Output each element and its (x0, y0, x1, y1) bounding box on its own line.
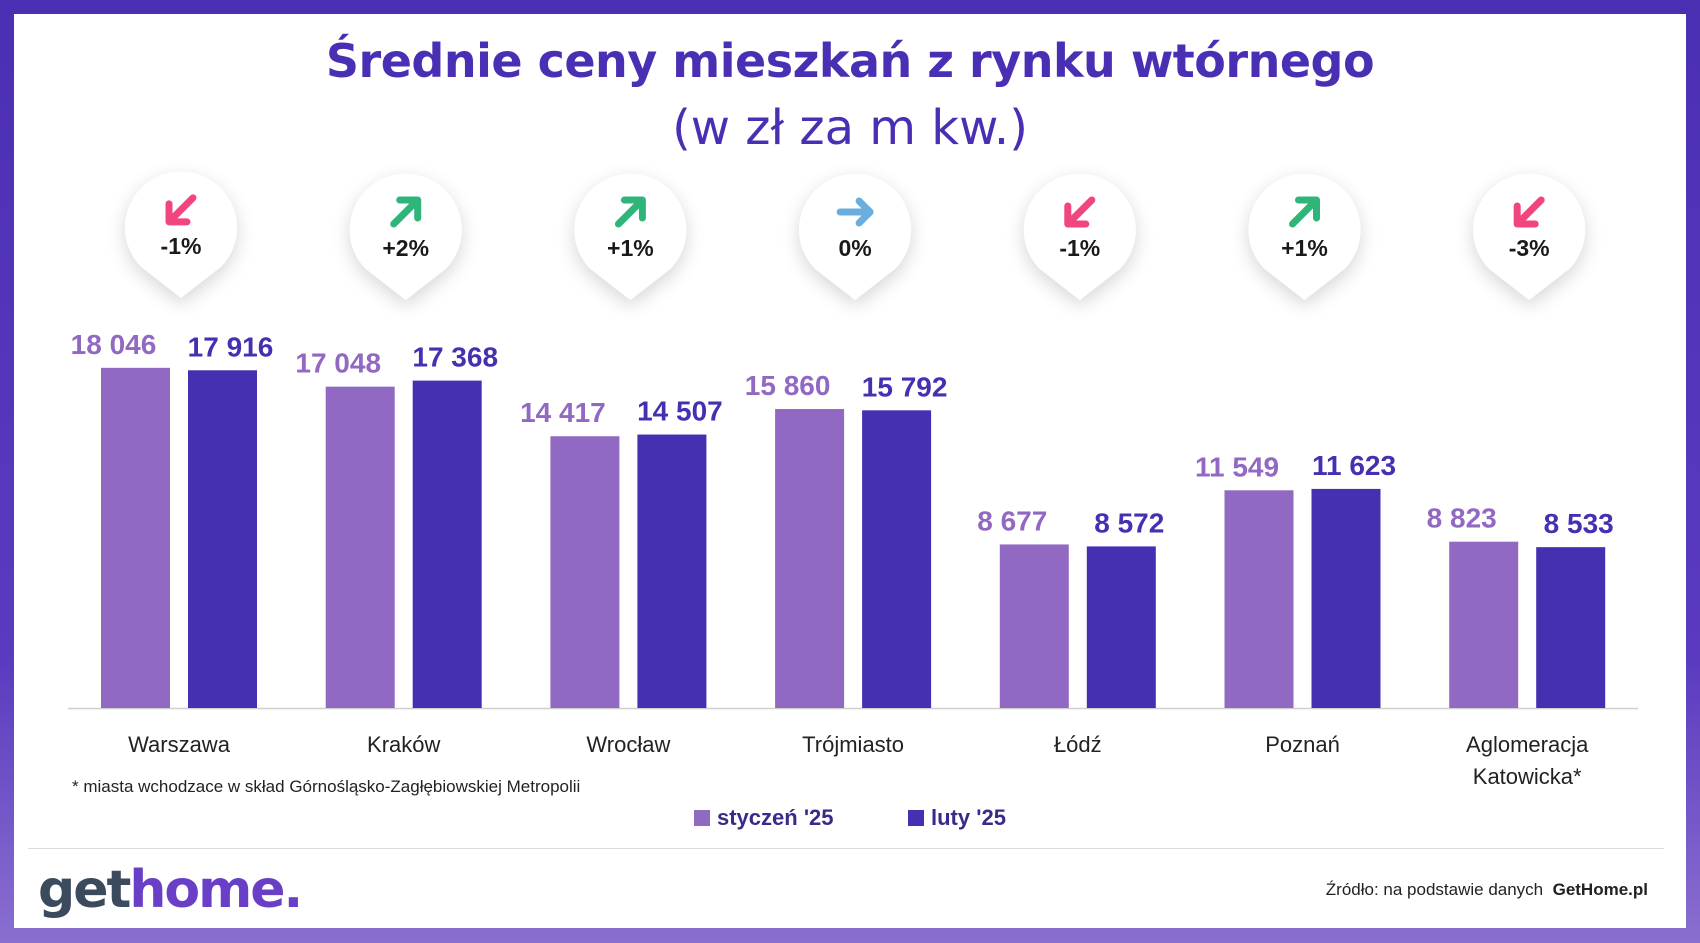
legend-item-luty: luty '25 (908, 805, 1006, 831)
value-label-luty-cat-6: 8 533 (1544, 508, 1614, 539)
bar-styczen-cat-5 (1224, 490, 1294, 708)
value-label-luty-cat-0: 17 916 (188, 331, 274, 362)
change-label-cat-3: 0% (838, 235, 871, 261)
arrow-down-icon-cat-0 (165, 194, 197, 226)
legend-item-styczen: styczeń '25 (694, 805, 834, 831)
footnote: * miasta wchodzace w skład Górnośląsko-Z… (72, 777, 581, 796)
value-label-luty-cat-5: 11 623 (1312, 450, 1396, 481)
bar-luty-cat-0 (188, 370, 257, 708)
value-label-luty-cat-1: 17 368 (412, 342, 498, 373)
legend-swatch-luty (908, 810, 924, 826)
value-label-styczen-cat-0: 18 046 (71, 329, 157, 360)
change-label-cat-4: -1% (1059, 235, 1100, 261)
value-label-styczen-cat-1: 17 048 (295, 348, 381, 379)
arrow-up-icon-cat-2 (614, 196, 646, 228)
value-label-luty-cat-2: 14 507 (637, 396, 723, 427)
bar-luty-cat-3 (862, 410, 932, 708)
bar-luty-cat-2 (637, 434, 707, 708)
value-label-luty-cat-3: 15 792 (862, 371, 948, 402)
footer-divider (28, 848, 1664, 849)
x-tick-label-cat-1: Kraków (367, 732, 440, 757)
value-label-styczen-cat-2: 14 417 (520, 397, 606, 428)
bar-luty-cat-1 (412, 380, 482, 708)
chart-title: Średnie ceny mieszkań z rynku wtórnego (325, 34, 1375, 88)
x-tick-label-cat-6-line0: Aglomeracja (1466, 732, 1589, 757)
chart-subtitle: (w zł za m kw.) (672, 100, 1028, 156)
x-tick-label-cat-0: Warszawa (128, 732, 231, 757)
source-brand: GetHome.pl (1552, 880, 1648, 899)
arrow-up-icon-cat-1 (390, 196, 422, 228)
arrow-right-icon-cat-3 (836, 197, 874, 227)
legend-label-styczen: styczeń '25 (717, 805, 834, 830)
x-tick-label-cat-4: Łódź (1054, 732, 1102, 757)
bar-styczen-cat-4 (999, 544, 1069, 708)
change-label-cat-0: -1% (161, 233, 202, 259)
bar-luty-cat-6 (1536, 547, 1606, 708)
value-label-styczen-cat-5: 11 549 (1195, 451, 1279, 482)
arrow-down-icon-cat-6 (1513, 196, 1545, 228)
change-pin-cat-2 (574, 173, 687, 300)
change-pin-cat-0 (125, 171, 237, 298)
bar-styczen-cat-6 (1449, 541, 1519, 708)
bar-styczen-cat-1 (325, 386, 395, 708)
value-label-luty-cat-4: 8 572 (1094, 507, 1164, 538)
x-tick-label-cat-5: Poznań (1265, 732, 1340, 757)
change-label-cat-5: +1% (1281, 235, 1328, 261)
gethome-logo: gethome. (38, 860, 303, 920)
change-pin-cat-5 (1248, 173, 1361, 300)
source-prefix: Źródło: na podstawie danych (1325, 880, 1544, 899)
x-tick-label-cat-6-line1: Katowicka* (1473, 764, 1582, 789)
bar-luty-cat-5 (1311, 488, 1381, 708)
x-tick-label-cat-3: Trójmiasto (802, 732, 904, 757)
change-label-cat-1: +2% (382, 235, 429, 261)
legend-swatch-styczen (694, 810, 710, 826)
arrow-up-icon-cat-5 (1289, 196, 1320, 228)
legend-label-luty: luty '25 (931, 805, 1006, 830)
bar-luty-cat-4 (1086, 546, 1156, 708)
change-pin-cat-6 (1473, 173, 1586, 300)
value-label-styczen-cat-6: 8 823 (1427, 503, 1497, 534)
change-label-cat-6: -3% (1509, 235, 1550, 261)
x-tick-label-cat-2: Wrocław (586, 732, 670, 757)
source-note: Źródło: na podstawie danych GetHome.pl (1326, 880, 1648, 900)
bar-styczen-cat-3 (775, 409, 845, 708)
arrow-down-icon-cat-4 (1064, 196, 1096, 228)
value-label-styczen-cat-4: 8 677 (977, 505, 1047, 536)
bar-styczen-cat-0 (101, 367, 170, 708)
change-pin-cat-1 (349, 173, 462, 300)
change-label-cat-2: +1% (607, 235, 654, 261)
chart-card (14, 14, 1686, 928)
value-label-styczen-cat-3: 15 860 (745, 370, 831, 401)
change-pin-cat-4 (1023, 173, 1136, 300)
bar-styczen-cat-2 (550, 436, 620, 708)
change-pin-cat-3 (799, 173, 912, 300)
